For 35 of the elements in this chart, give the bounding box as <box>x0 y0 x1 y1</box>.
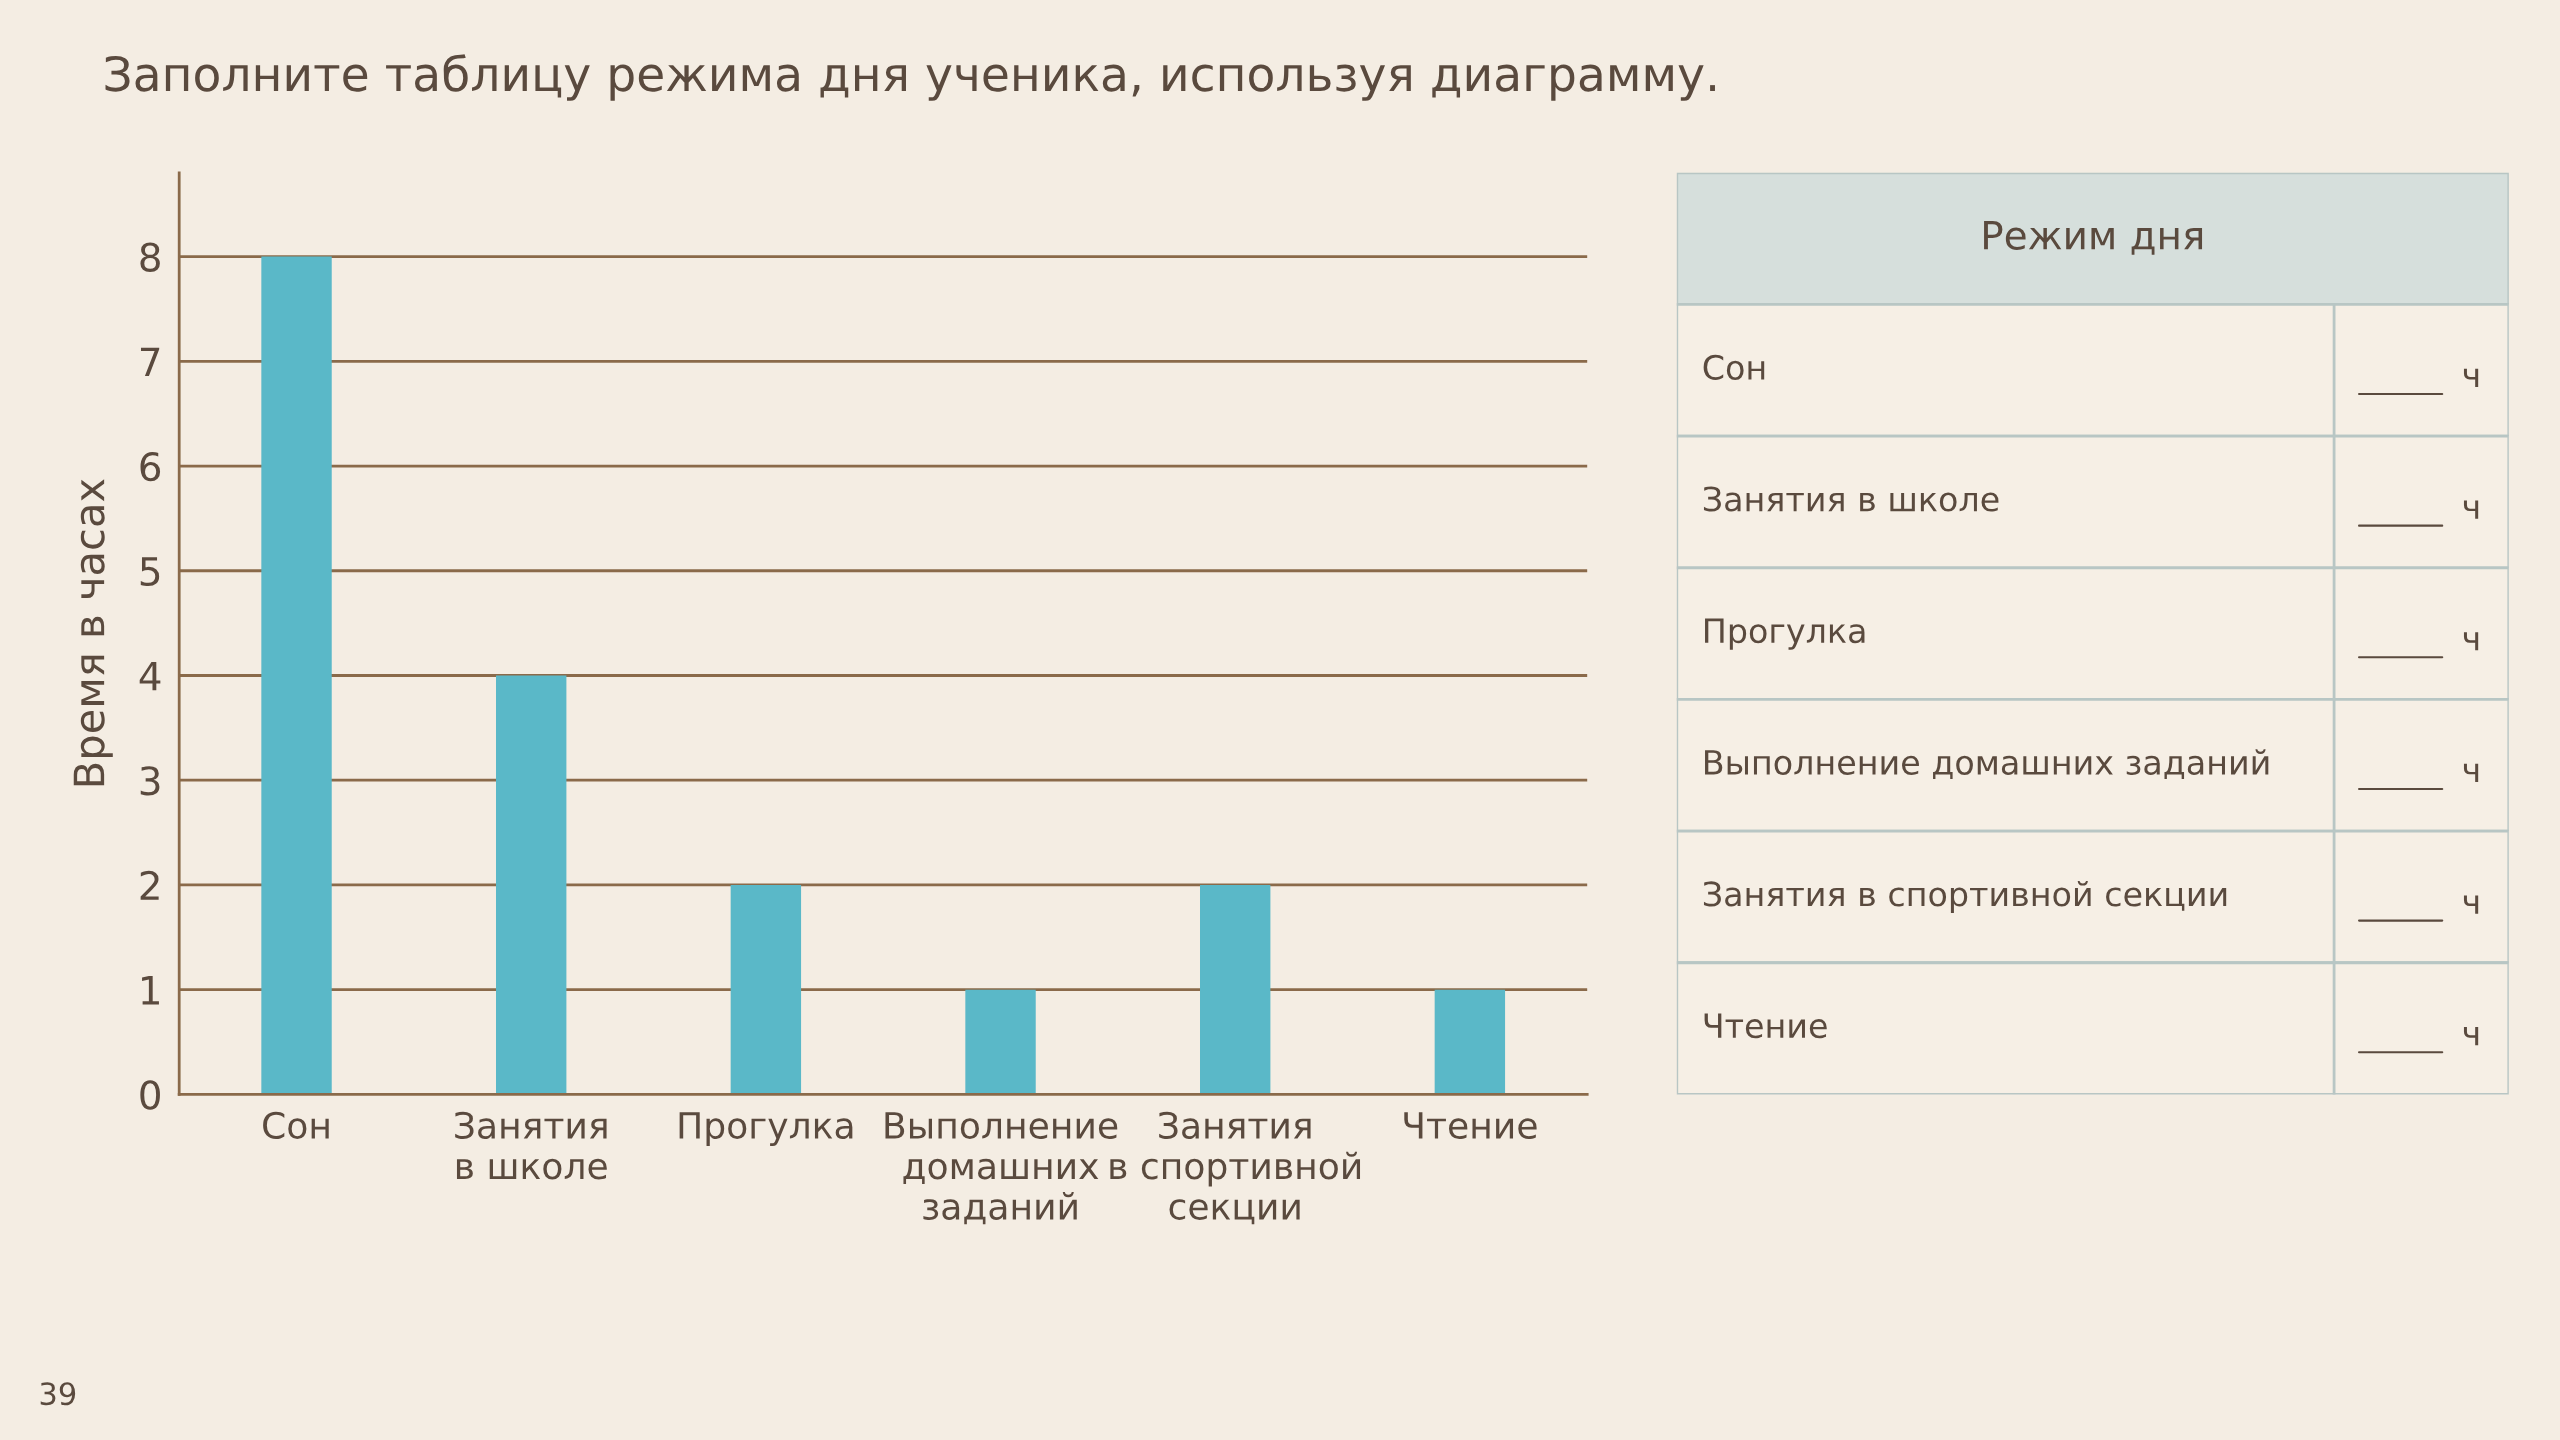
text: ч <box>2463 763 2479 783</box>
text: ч <box>2463 368 2479 388</box>
y-tick-label: 0 <box>140 1080 160 1110</box>
y-tick-label: 1 <box>142 976 159 1005</box>
category-label: Выполнение домашних заданий <box>1705 749 2269 780</box>
y-tick-label: 6 <box>140 451 161 482</box>
y-tick-label: 4 <box>139 661 161 691</box>
category-label: Прогулка <box>1705 618 1865 650</box>
x-tick-label: Чтение <box>1404 1112 1537 1140</box>
bar <box>261 256 332 1095</box>
category-label: Занятия в спортивной секции <box>1703 880 2227 914</box>
category-label: Занятия в школе <box>1703 486 1999 512</box>
chart-title: Заполните таблицу режима дня ученика, используя диаграмму. <box>105 54 1715 101</box>
x-tick-label: Прогулка <box>679 1112 853 1147</box>
text: ч <box>2463 632 2479 651</box>
bar <box>1434 989 1506 1095</box>
y-tick-label: 5 <box>140 557 160 587</box>
text: ч <box>2463 500 2479 519</box>
y-axis-title: Время в часах <box>73 479 113 786</box>
y-tick-label: 2 <box>140 870 159 900</box>
bar <box>496 675 567 1095</box>
bar <box>1200 884 1271 1095</box>
text: ч <box>2463 1027 2479 1046</box>
text: 39 <box>40 1382 76 1406</box>
bar <box>965 989 1036 1095</box>
y-tick-label: 3 <box>140 766 160 796</box>
text: Режим дня <box>1984 221 2203 255</box>
y-tick-label: 7 <box>140 347 160 377</box>
bar <box>730 884 802 1095</box>
x-tick-label: Занятия в школе <box>455 1111 607 1180</box>
text: ч <box>2463 895 2479 914</box>
category-label: Чтение <box>1704 1013 1827 1039</box>
x-tick-label: Сон <box>263 1111 329 1140</box>
category-label: Сон <box>1703 354 1765 380</box>
y-tick-label: 8 <box>140 242 160 272</box>
